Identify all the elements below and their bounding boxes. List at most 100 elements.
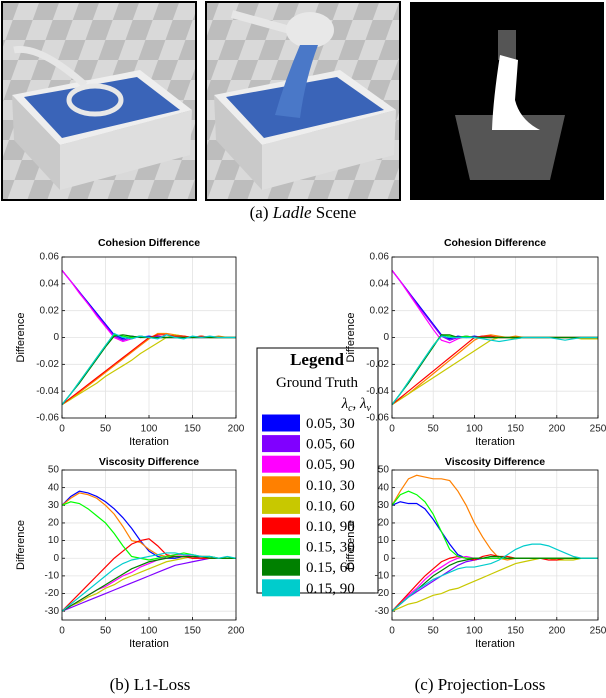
y-tick-label: 0.06 (40, 252, 60, 263)
chart-title: Viscosity Difference (445, 456, 545, 468)
x-axis-label: Iteration (475, 436, 515, 448)
y-tick-label: -0.02 (36, 359, 59, 370)
scene-image-1 (2, 2, 196, 200)
y-tick-label: 50 (378, 465, 390, 476)
x-tick-label: 200 (548, 626, 565, 637)
x-tick-label: 0 (59, 626, 65, 637)
legend-swatch (262, 579, 300, 596)
chart-title: Viscosity Difference (99, 456, 199, 468)
y-tick-label: -0.06 (36, 413, 59, 424)
y-tick-label: -20 (375, 588, 390, 599)
x-tick-label: 200 (228, 424, 245, 435)
x-tick-label: 150 (184, 626, 201, 637)
caption-a: (a) Ladle Scene (250, 203, 357, 222)
legend-swatch (262, 415, 300, 432)
y-tick-label: 50 (48, 465, 60, 476)
y-tick-label: -10 (375, 571, 390, 582)
legend: Legend Ground Truth λc, λv 0.05, 300.05,… (257, 348, 378, 597)
x-axis-label: Iteration (129, 436, 169, 448)
legend-swatch (262, 435, 300, 452)
plot: -30 -20 -10 0 10 20 30 40 50 0 50 100 150 200 250 Visco… (345, 456, 606, 650)
caption-suffix: Scene (316, 203, 357, 222)
y-tick-label: 0 (383, 332, 389, 343)
y-tick-label: 0.02 (40, 305, 60, 316)
legend-label: 0.15, 90 (306, 581, 355, 597)
y-tick-label: 0 (53, 553, 59, 564)
x-tick-label: 100 (141, 424, 158, 435)
y-tick-label: 0.04 (40, 278, 60, 289)
y-tick-label: 0.04 (370, 278, 390, 289)
x-tick-label: 50 (100, 424, 112, 435)
y-axis-label: Difference (345, 520, 357, 570)
y-tick-label: -0.04 (36, 386, 59, 397)
y-tick-label: 30 (48, 500, 60, 511)
x-tick-label: 50 (428, 626, 440, 637)
y-tick-label: 20 (48, 518, 60, 529)
y-tick-label: 0.02 (370, 305, 390, 316)
y-axis-label: Difference (15, 520, 27, 570)
figure: (a) Ladle Scene Legend Ground Truth λc, … (0, 0, 606, 698)
y-tick-label: -0.04 (366, 386, 389, 397)
legend-title: Legend (290, 350, 344, 369)
y-tick-label: -0.06 (366, 413, 389, 424)
y-tick-label: -30 (375, 606, 390, 617)
caption-label: (a) (250, 203, 269, 222)
caption-scene: Ladle (272, 203, 312, 222)
legend-swatch (262, 497, 300, 514)
mask-image (410, 2, 604, 200)
y-tick-label: -0.02 (366, 359, 389, 370)
x-tick-label: 250 (590, 626, 606, 637)
legend-label: 0.10, 30 (306, 478, 355, 494)
x-tick-label: 250 (590, 424, 606, 435)
y-tick-label: 0.06 (370, 252, 390, 263)
y-tick-label: 0 (53, 332, 59, 343)
plot: -30 -20 -10 0 10 20 30 40 50 0 50 100 150 200 Viscosit… (15, 456, 245, 650)
y-tick-label: 0 (383, 553, 389, 564)
y-axis-label: Difference (345, 313, 357, 363)
y-tick-label: 20 (378, 518, 390, 529)
caption-b: (b) L1-Loss (110, 675, 191, 694)
chart-title: Cohesion Difference (98, 237, 200, 249)
x-axis-label: Iteration (475, 638, 515, 650)
y-tick-label: -20 (45, 588, 60, 599)
y-tick-label: 40 (48, 482, 60, 493)
legend-label: 0.10, 60 (306, 498, 355, 514)
legend-label: 0.05, 60 (306, 437, 355, 453)
y-axis-label: Difference (15, 313, 27, 363)
x-axis-label: Iteration (129, 638, 169, 650)
y-tick-label: 30 (378, 500, 390, 511)
x-tick-label: 100 (466, 626, 483, 637)
y-tick-label: 40 (378, 482, 390, 493)
legend-swatch (262, 476, 300, 493)
x-tick-label: 150 (507, 626, 524, 637)
legend-label: 0.05, 30 (306, 416, 355, 432)
y-tick-label: -10 (45, 571, 60, 582)
legend-subtitle: Ground Truth (276, 375, 359, 391)
y-tick-label: -30 (45, 606, 60, 617)
x-tick-label: 100 (466, 424, 483, 435)
chart-title: Cohesion Difference (444, 237, 546, 249)
y-tick-label: 10 (48, 535, 60, 546)
x-tick-label: 0 (59, 424, 65, 435)
x-tick-label: 150 (184, 424, 201, 435)
plot: -0.06 -0.04 -0.02 0 0.02 0.04 0.06 0 50 100 150 200… (15, 237, 245, 448)
scene-image-2 (206, 2, 400, 200)
y-tick-label: 10 (378, 535, 390, 546)
legend-label: 0.05, 90 (306, 457, 355, 473)
legend-swatch (262, 518, 300, 535)
plot-area (392, 470, 598, 620)
legend-swatch (262, 559, 300, 576)
plot: -0.06 -0.04 -0.02 0 0.02 0.04 0.06 0 50 100 150 200… (345, 237, 606, 448)
x-tick-label: 100 (141, 626, 158, 637)
x-tick-label: 150 (507, 424, 524, 435)
caption-c: (c) Projection-Loss (415, 675, 546, 694)
x-tick-label: 50 (100, 626, 112, 637)
x-tick-label: 0 (389, 424, 395, 435)
x-tick-label: 200 (228, 626, 245, 637)
x-tick-label: 0 (389, 626, 395, 637)
separator: , (353, 396, 357, 412)
x-tick-label: 200 (548, 424, 565, 435)
legend-swatch (262, 538, 300, 555)
x-tick-label: 50 (428, 424, 440, 435)
legend-swatch (262, 456, 300, 473)
